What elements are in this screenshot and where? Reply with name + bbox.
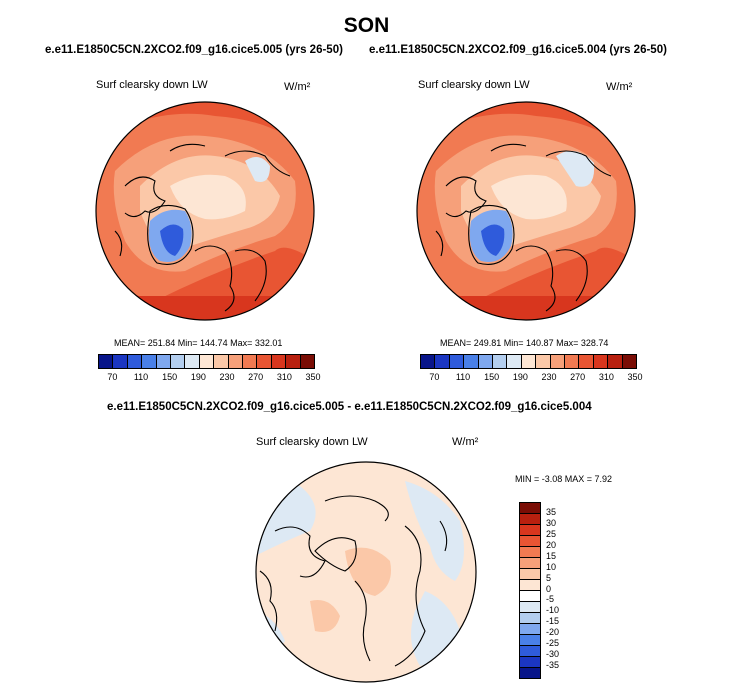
colorbar-tick-label: 110 xyxy=(133,372,149,382)
left-stats: MEAN= 251.84 Min= 144.74 Max= 332.01 xyxy=(114,338,283,348)
left-case-title: e.e11.E1850C5CN.2XCO2.f09_g16.cice5.005 … xyxy=(45,44,343,56)
colorbar-tick-label: 70 xyxy=(107,372,118,382)
diff-case-title: e.e11.E1850C5CN.2XCO2.f09_g16.cice5.005 … xyxy=(107,401,592,413)
colorbar-swatch xyxy=(520,635,540,646)
right-stats: MEAN= 249.81 Min= 140.87 Max= 328.74 xyxy=(440,338,609,348)
colorbar-swatch xyxy=(520,657,540,668)
colorbar-tick-label: -10 xyxy=(546,605,560,616)
colorbar-swatch xyxy=(520,624,540,635)
colorbar-swatch xyxy=(507,355,522,368)
colorbar-swatch xyxy=(478,355,494,368)
colorbar-swatch xyxy=(171,355,186,368)
colorbar-swatch xyxy=(520,558,540,569)
colorbar-tick-label: -30 xyxy=(546,649,560,660)
colorbar-swatch xyxy=(127,355,143,368)
colorbar-tick-label: 310 xyxy=(598,372,614,382)
colorbar-tick-label: 230 xyxy=(541,372,557,382)
colorbar-swatch xyxy=(421,355,436,368)
colorbar-swatch xyxy=(156,355,172,368)
colorbar-tick-label: 150 xyxy=(484,372,500,382)
left-variable-label: Surf clearsky down LW xyxy=(96,79,208,91)
colorbar-tick-label: 20 xyxy=(546,539,557,550)
left-units-label: W/m² xyxy=(284,81,311,93)
right-units-label: W/m² xyxy=(606,81,633,93)
colorbar-swatch xyxy=(435,355,450,368)
colorbar-swatch xyxy=(593,355,609,368)
colorbar-swatch xyxy=(520,646,540,657)
colorbar-tick-label: 310 xyxy=(276,372,292,382)
colorbar-tick-label: -5 xyxy=(546,594,555,605)
colorbar-swatch xyxy=(113,355,128,368)
colorbar-swatch xyxy=(520,569,540,580)
colorbar-swatch xyxy=(271,355,287,368)
colorbar-swatch xyxy=(99,355,114,368)
colorbar-swatch xyxy=(257,355,272,368)
left-polar-map xyxy=(95,101,315,321)
right-variable-label: Surf clearsky down LW xyxy=(418,79,530,91)
colorbar-tick-label: 230 xyxy=(219,372,235,382)
colorbar-swatch xyxy=(286,355,301,368)
right-colorbar xyxy=(420,354,637,369)
colorbar-swatch xyxy=(608,355,623,368)
colorbar-tick-label: 25 xyxy=(546,528,557,539)
colorbar-swatch xyxy=(520,580,540,591)
colorbar-swatch xyxy=(464,355,479,368)
colorbar-swatch xyxy=(521,355,537,368)
colorbar-tick-label: 5 xyxy=(546,572,552,583)
colorbar-swatch xyxy=(243,355,258,368)
right-polar-map xyxy=(416,101,636,321)
colorbar-swatch xyxy=(493,355,508,368)
colorbar-tick-label: 35 xyxy=(546,506,557,517)
colorbar-swatch xyxy=(199,355,215,368)
colorbar-swatch xyxy=(520,547,540,558)
left-colorbar-labels: 70 110 150 190 230 270 310 350 xyxy=(98,372,320,384)
colorbar-tick-label: 190 xyxy=(190,372,206,382)
colorbar-swatch xyxy=(228,355,244,368)
colorbar-tick-label: -35 xyxy=(546,660,560,671)
colorbar-tick-label: 270 xyxy=(248,372,264,382)
colorbar-swatch xyxy=(622,355,637,368)
colorbar-swatch xyxy=(565,355,580,368)
colorbar-swatch xyxy=(520,602,540,613)
colorbar-swatch xyxy=(579,355,594,368)
colorbar-swatch xyxy=(185,355,200,368)
colorbar-tick-label: 0 xyxy=(546,583,552,594)
colorbar-swatch xyxy=(214,355,229,368)
diff-polar-map xyxy=(255,461,477,683)
left-colorbar xyxy=(98,354,315,369)
colorbar-swatch xyxy=(520,525,540,536)
colorbar-tick-label: 30 xyxy=(546,517,557,528)
colorbar-tick-label: -25 xyxy=(546,638,560,649)
colorbar-tick-label: 190 xyxy=(512,372,528,382)
diff-units-label: W/m² xyxy=(452,436,479,448)
colorbar-swatch xyxy=(550,355,566,368)
diff-colorbar xyxy=(519,502,541,679)
colorbar-swatch xyxy=(520,668,540,678)
colorbar-swatch xyxy=(142,355,157,368)
colorbar-swatch xyxy=(449,355,465,368)
colorbar-tick-label: 110 xyxy=(455,372,471,382)
diff-stats: MIN = -3.08 MAX = 7.92 xyxy=(515,474,613,484)
colorbar-tick-label: -15 xyxy=(546,616,560,627)
colorbar-swatch xyxy=(536,355,551,368)
colorbar-swatch xyxy=(520,536,540,547)
colorbar-swatch xyxy=(520,514,540,525)
colorbar-swatch xyxy=(520,503,540,514)
colorbar-tick-label: 350 xyxy=(627,372,643,382)
right-case-title: e.e11.E1850C5CN.2XCO2.f09_g16.cice5.004 … xyxy=(369,44,667,56)
colorbar-tick-label: -20 xyxy=(546,627,560,638)
colorbar-tick-label: 15 xyxy=(546,550,557,561)
figure-title: SON xyxy=(343,14,390,37)
colorbar-tick-label: 150 xyxy=(162,372,178,382)
colorbar-swatch xyxy=(300,355,315,368)
colorbar-tick-label: 70 xyxy=(429,372,440,382)
colorbar-swatch xyxy=(520,591,540,602)
colorbar-tick-label: 270 xyxy=(570,372,586,382)
diff-variable-label: Surf clearsky down LW xyxy=(256,436,368,448)
right-colorbar-labels: 70 110 150 190 230 270 310 350 xyxy=(420,372,642,384)
colorbar-tick-label: 10 xyxy=(546,561,557,572)
colorbar-swatch xyxy=(520,613,540,624)
colorbar-tick-label: 350 xyxy=(305,372,321,382)
diff-colorbar-labels: 35 30 25 20 15 10 5 0 -5 -10 -15 -20 -25 -30 -35 xyxy=(546,502,576,677)
